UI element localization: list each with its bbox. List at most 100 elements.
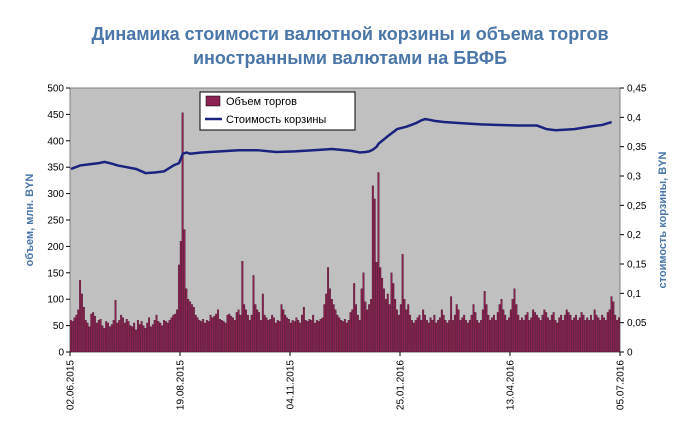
bar <box>485 304 488 353</box>
bar <box>526 312 529 353</box>
bar <box>401 254 404 353</box>
bar <box>157 321 160 353</box>
bar <box>549 320 551 353</box>
bar <box>440 309 443 353</box>
bar <box>198 320 201 353</box>
legend-line-label: Стоимость корзины <box>226 114 326 126</box>
legend-bar-swatch <box>205 95 221 107</box>
bar <box>595 314 598 353</box>
bar <box>235 312 238 353</box>
bar <box>578 317 581 353</box>
bar <box>95 322 98 353</box>
bar <box>183 229 186 353</box>
bar <box>547 317 550 353</box>
bar <box>140 321 143 353</box>
bar <box>284 314 287 353</box>
bar <box>232 317 234 353</box>
bar <box>349 312 352 353</box>
bar <box>228 313 231 353</box>
bar <box>412 322 415 353</box>
bar <box>394 299 397 353</box>
bar <box>200 321 203 353</box>
bar <box>110 324 113 353</box>
bar <box>213 315 216 353</box>
bar <box>273 317 275 353</box>
bar <box>342 321 344 353</box>
bar <box>435 322 438 353</box>
bar <box>347 320 350 353</box>
bar <box>345 322 348 353</box>
bar <box>256 309 259 353</box>
bar <box>433 314 436 353</box>
bar <box>515 304 518 353</box>
bar <box>308 319 311 353</box>
bar <box>368 304 371 353</box>
bar <box>610 296 613 353</box>
x-tick-label: 05.07.2016 <box>616 360 627 410</box>
bar <box>438 317 441 353</box>
bar <box>532 309 535 353</box>
bar <box>507 317 510 353</box>
bar <box>603 317 605 353</box>
bar <box>522 320 525 353</box>
bar <box>325 293 328 353</box>
bar <box>504 314 507 353</box>
bar <box>101 325 104 353</box>
bar <box>218 319 221 353</box>
bar <box>390 272 393 353</box>
bar <box>336 314 339 353</box>
bar <box>500 299 503 353</box>
legend-bar-label: Объем торгов <box>226 96 297 108</box>
bar-series <box>69 112 620 353</box>
bar <box>176 309 179 353</box>
bar <box>179 240 182 353</box>
y-right-tick-label: 0,15 <box>627 260 647 271</box>
bar <box>560 314 563 353</box>
bar <box>506 320 508 353</box>
bar <box>258 312 261 353</box>
bar <box>131 326 134 353</box>
bar <box>196 317 199 353</box>
bar <box>122 317 124 353</box>
bar <box>282 309 285 353</box>
bar <box>109 326 111 353</box>
bar <box>362 272 365 353</box>
bar <box>136 320 139 353</box>
bar <box>535 314 538 353</box>
bar <box>487 314 490 353</box>
bar <box>261 293 264 353</box>
bar <box>521 317 523 353</box>
bar <box>159 322 162 353</box>
y-right-tick-label: 0,4 <box>627 113 641 124</box>
bar <box>541 314 544 353</box>
bar <box>191 304 193 353</box>
bar <box>396 309 398 353</box>
bar <box>355 304 357 353</box>
bar <box>556 322 559 353</box>
bar <box>163 320 165 353</box>
bar <box>422 309 425 353</box>
bar <box>427 322 430 353</box>
bar <box>135 329 137 353</box>
y-axis-right: 0 0,05 0,1 0,15 0,2 0,25 0,3 0,35 0,4 0,45 <box>620 84 647 359</box>
bar <box>534 312 536 353</box>
bar <box>409 314 412 353</box>
bar <box>474 312 477 353</box>
bar <box>407 304 410 353</box>
bar <box>550 314 553 353</box>
bar <box>164 321 167 353</box>
bar <box>453 314 456 353</box>
bar <box>260 320 262 353</box>
bar <box>239 314 242 353</box>
bar <box>144 328 147 353</box>
y-left-tick-label: 250 <box>47 216 64 227</box>
bar <box>364 301 367 353</box>
y-right-tick-label: 0 <box>627 348 633 359</box>
bar <box>332 304 335 353</box>
bar <box>315 320 318 353</box>
bar <box>194 314 197 353</box>
bar <box>127 321 130 353</box>
y-right-tick-label: 0,25 <box>627 201 647 212</box>
bar <box>414 320 417 353</box>
bar <box>302 306 305 353</box>
